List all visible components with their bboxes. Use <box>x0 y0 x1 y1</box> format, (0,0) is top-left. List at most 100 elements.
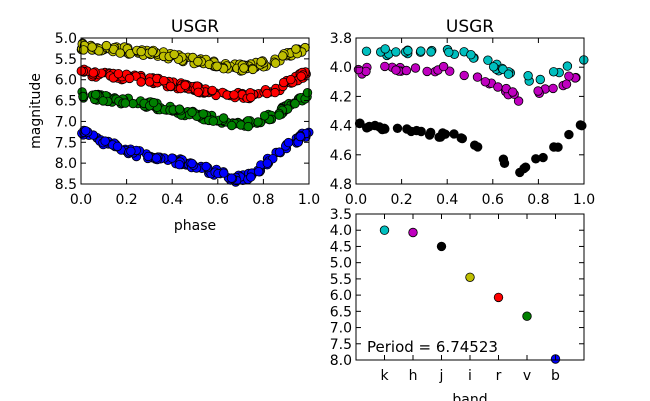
period-annotation: Period = 6.74523 <box>367 338 498 356</box>
left-point-series-1 <box>286 74 296 85</box>
bottom-ytick-label: 5.5 <box>330 272 352 288</box>
right-point-series-1 <box>508 87 518 97</box>
band-point-r <box>493 292 504 303</box>
right-point-series-0 <box>535 74 546 85</box>
left-ylabel: magnitude <box>28 73 44 149</box>
left-point-series-1 <box>159 75 169 86</box>
left-point-series-3 <box>253 166 264 177</box>
left-point-series-3 <box>274 147 285 157</box>
left-point-series-2 <box>174 104 185 114</box>
right-point-series-2 <box>362 123 372 133</box>
bottom-xtick-label: b <box>551 368 560 384</box>
left-ytick-label: 6.0 <box>55 73 77 89</box>
right-point-series-0 <box>426 47 436 57</box>
left-point-series-3 <box>112 141 123 152</box>
right-point-series-2 <box>473 142 483 152</box>
right-point-series-1 <box>533 86 543 96</box>
band-point-j <box>436 241 447 252</box>
left-xtick-label: 0.8 <box>252 192 274 208</box>
bottom-ytick-label: 7.0 <box>330 321 352 337</box>
left-point-series-0 <box>239 63 249 73</box>
right-point-series-2 <box>498 154 509 164</box>
right-point-series-0 <box>483 55 493 65</box>
bottom-xlabel: band <box>452 392 487 401</box>
left-frame <box>80 37 310 185</box>
left-point-series-1 <box>296 71 306 82</box>
bottom-ticks: k h j i r v b 3.54.04.55.05.56.06.57.07.58.0 <box>330 207 584 384</box>
right-xtick-label: 0.4 <box>436 192 458 208</box>
left-point-series-2 <box>208 116 219 126</box>
right-point-series-2 <box>520 162 531 172</box>
right-point-series-0 <box>444 47 454 58</box>
right-point-series-0 <box>380 44 390 54</box>
right-point-series-0 <box>488 62 499 72</box>
right-point-series-1 <box>438 61 449 72</box>
left-point-series-0 <box>169 49 179 60</box>
right-point-series-0 <box>503 69 514 79</box>
left-xtick-label: 0.0 <box>70 192 92 208</box>
left-point-series-3 <box>226 173 237 183</box>
left-ytick-label: 6.5 <box>55 94 77 110</box>
left-point-series-2 <box>90 89 101 100</box>
right-point-series-2 <box>416 126 426 137</box>
right-point-series-2 <box>406 126 416 137</box>
left-point-series-2 <box>274 110 284 120</box>
right-point-series-1 <box>380 61 390 72</box>
bottom-points <box>379 225 561 364</box>
left-point-series-3 <box>219 168 229 178</box>
band-point-k <box>379 225 390 235</box>
left-point-series-0 <box>212 61 222 72</box>
left-point-series-2 <box>253 117 263 127</box>
left-point-series-3 <box>80 126 91 136</box>
left-point-series-1 <box>193 87 203 98</box>
left-xtick-label: 0.2 <box>115 192 137 208</box>
left-point-series-2 <box>290 98 300 109</box>
right-points <box>353 44 589 178</box>
left-xtick-label: 1.0 <box>298 192 320 208</box>
left-ytick-label: 7.5 <box>55 135 77 151</box>
left-point-series-3 <box>126 146 136 157</box>
bottom-xtick-label: h <box>409 368 418 384</box>
left-xlabel: phase <box>174 218 216 234</box>
right-point-series-2 <box>549 142 559 152</box>
right-point-series-0 <box>361 46 372 57</box>
right-point-series-0 <box>523 70 533 81</box>
left-xtick-label: 0.4 <box>161 192 183 208</box>
left-point-series-2 <box>243 121 253 132</box>
band-point-h <box>408 227 418 238</box>
right-point-series-2 <box>435 132 446 142</box>
left-point-series-0 <box>87 42 97 52</box>
left-point-series-0 <box>136 46 146 57</box>
right-title: USGR <box>446 17 494 37</box>
left-point-series-2 <box>226 120 237 131</box>
bottom-ytick-label: 6.5 <box>330 304 352 320</box>
left-point-series-2 <box>259 111 270 121</box>
right-point-series-1 <box>493 82 503 92</box>
right-point-series-2 <box>449 129 459 139</box>
right-point-series-0 <box>403 45 413 56</box>
right-xtick-label: 0.2 <box>390 192 412 208</box>
right-xtick-label: 0.0 <box>345 192 367 208</box>
right-ytick-label: 4.4 <box>330 119 352 135</box>
left-ytick-label: 5.5 <box>55 52 77 68</box>
bottom-ytick-label: 3.5 <box>330 207 352 223</box>
left-point-series-0 <box>291 44 301 54</box>
right-ytick-label: 4.2 <box>330 89 352 105</box>
band-point-v <box>522 311 532 321</box>
right-point-series-1 <box>391 65 401 75</box>
left-point-series-2 <box>128 98 138 109</box>
right-point-series-0 <box>562 61 573 71</box>
bottom-ytick-label: 5.0 <box>330 256 352 272</box>
left-point-series-1 <box>229 90 239 100</box>
right-point-series-1 <box>564 71 574 81</box>
right-point-series-1 <box>480 77 491 87</box>
bottom-ytick-label: 7.5 <box>330 337 352 353</box>
right-point-series-1 <box>561 79 572 89</box>
left-points <box>76 38 314 187</box>
left-title: USGR <box>171 17 219 37</box>
left-point-series-3 <box>100 136 110 146</box>
bottom-ytick-label: 8.0 <box>330 353 352 369</box>
right-point-series-2 <box>538 152 548 163</box>
right-ytick-label: 4.0 <box>330 60 352 76</box>
